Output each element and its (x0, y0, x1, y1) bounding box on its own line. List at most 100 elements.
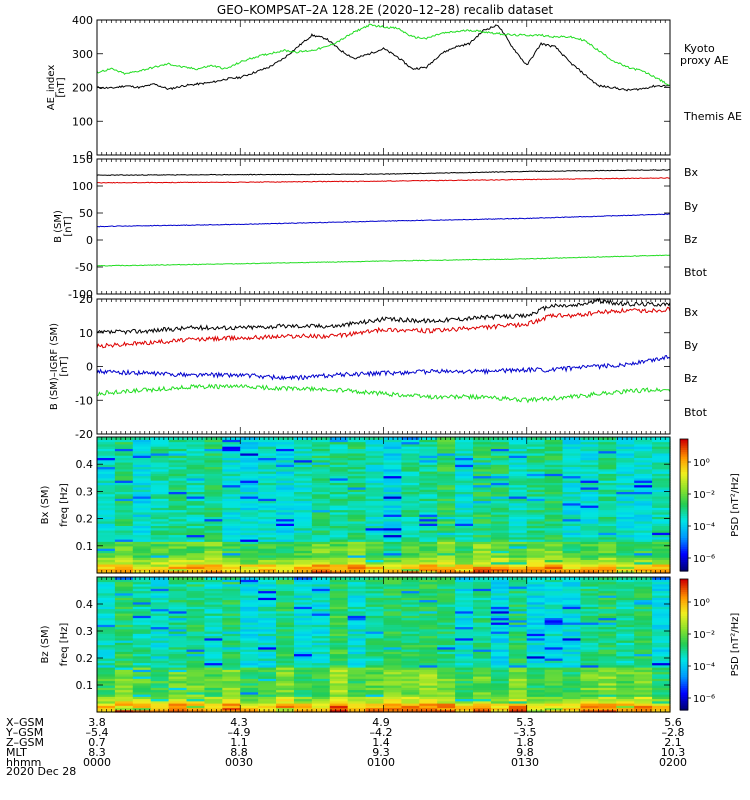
psd-cell (616, 579, 635, 583)
psd-cell (383, 500, 403, 504)
psd-cell (437, 676, 456, 679)
psd-cell (311, 541, 331, 545)
psd-cell (365, 482, 385, 486)
psd-cell (168, 606, 188, 610)
colorbar-swatch (680, 527, 688, 530)
psd-cell (598, 707, 617, 711)
psd-cell (150, 592, 170, 596)
psd-cell (186, 579, 206, 583)
psd-cell (616, 486, 635, 490)
psd-cell (598, 439, 617, 443)
psd-cell (526, 441, 546, 445)
psd-cell (455, 626, 474, 630)
psd-cell (365, 505, 385, 508)
psd-cell (329, 557, 349, 560)
psd-cell (204, 599, 223, 603)
psd-cell (365, 698, 385, 702)
psd-cell (562, 696, 582, 700)
psd-cell (329, 443, 349, 447)
psd-cell (634, 626, 653, 630)
psd-cell (150, 459, 170, 463)
psd-cell (276, 520, 295, 524)
psd-cell (293, 626, 313, 630)
psd-cell (168, 561, 188, 565)
psd-cell (168, 502, 188, 506)
psd-cell (258, 662, 277, 666)
psd-cell (437, 450, 456, 454)
psd-cell (634, 709, 653, 713)
psd-cell (329, 548, 349, 551)
psd-cell (222, 548, 241, 551)
psd-cell (544, 673, 564, 677)
psd-cell (652, 484, 671, 488)
psd-cell (544, 495, 564, 499)
psd-cell (562, 595, 582, 598)
colorbar-swatch (680, 443, 688, 447)
psd-cell (652, 577, 671, 580)
psd-cell (293, 644, 313, 648)
psd-cell (150, 649, 170, 652)
psd-cell (508, 642, 528, 646)
psd-cell (186, 696, 206, 700)
psd-cell (652, 604, 671, 607)
psd-cell (490, 583, 510, 587)
psd-cell (562, 642, 582, 646)
psd-cell (562, 505, 582, 508)
psd-cell (490, 446, 510, 449)
psd-cell (240, 604, 259, 607)
psd-cell (419, 671, 438, 675)
psd-cell (437, 489, 456, 492)
psd-cell (473, 608, 492, 612)
psd-cell (419, 700, 438, 704)
psd-cell (311, 673, 331, 677)
psd-cell (311, 694, 331, 697)
psd-cell (114, 523, 134, 526)
psd-cell (168, 642, 188, 646)
psd-cell (168, 529, 188, 533)
psd-cell (347, 486, 367, 490)
psd-cell (347, 477, 367, 481)
psd-cell (383, 581, 403, 585)
psd-cell (473, 678, 492, 682)
psd-cell (634, 500, 653, 504)
psd-cell (401, 642, 420, 646)
psd-cell (383, 548, 403, 551)
colorbar-tick-label: 10⁻⁶ (693, 554, 715, 565)
psd-cell (490, 671, 510, 675)
psd-cell (580, 608, 599, 612)
psd-cell (419, 660, 438, 664)
psd-cell (490, 475, 510, 479)
psd-cell (634, 669, 653, 673)
series-line-bx (97, 213, 671, 228)
psd-cell (311, 644, 331, 648)
psd-cell (652, 464, 671, 468)
psd-cell (562, 579, 582, 583)
psd-cell (544, 468, 564, 472)
psd-cell (258, 673, 277, 677)
psd-cell (383, 543, 403, 547)
psd-cell (526, 480, 546, 483)
psd-cell (311, 637, 331, 641)
psd-cell (293, 450, 313, 454)
psd-cell (508, 660, 528, 664)
psd-cell (437, 698, 456, 702)
psd-cell (168, 660, 188, 664)
psd-cell (97, 705, 116, 709)
psd-cell (652, 599, 671, 603)
psd-cell (258, 568, 277, 572)
psd-cell (652, 539, 671, 542)
psd-cell (347, 548, 367, 551)
psd-cell (473, 622, 492, 625)
psd-cell (634, 705, 653, 709)
psd-cell (455, 523, 474, 526)
psd-cell (383, 559, 403, 563)
colorbar-swatch (680, 533, 688, 537)
psd-cell (114, 694, 134, 697)
psd-cell (580, 669, 599, 673)
psd-cell (580, 441, 599, 445)
psd-cell (401, 590, 420, 594)
colorbar-swatch (680, 469, 688, 473)
psd-cell (616, 673, 635, 677)
psd-cell (437, 631, 456, 634)
